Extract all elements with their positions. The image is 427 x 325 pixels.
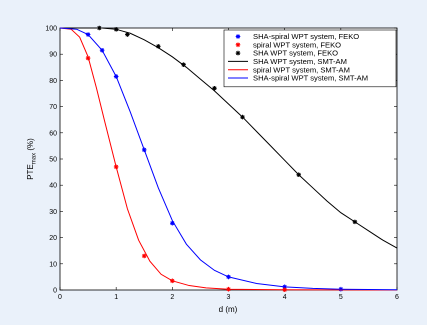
legend-label: SHA WPT system, FEKO <box>253 49 338 58</box>
y-tick-label: 100 <box>45 26 57 33</box>
y-tick-label: 0 <box>53 288 57 295</box>
x-tick-label: 6 <box>395 294 399 301</box>
y-tick-label: 80 <box>49 78 57 85</box>
x-tick-label: 0 <box>58 294 62 301</box>
data-point-marker <box>125 32 130 37</box>
y-axis-label-main: PTE <box>26 164 35 180</box>
data-point-marker <box>141 253 147 259</box>
series-6 <box>59 27 398 291</box>
legend-item: SHA WPT system, FEKO <box>235 49 338 58</box>
y-tick-label: 60 <box>49 130 57 137</box>
y-axis-label-sub: max <box>32 153 38 164</box>
legend-marker-swatch <box>235 34 241 39</box>
legend-marker-swatch <box>235 42 241 48</box>
x-tick-label: 5 <box>339 294 343 301</box>
legend-box <box>223 29 397 88</box>
legend-marker-swatch <box>235 50 241 56</box>
legend-item: SHA WPT system, SMT-AM <box>228 57 347 66</box>
legend-label: SHA-spiral WPT system, SMT-AM <box>253 74 368 83</box>
y-tick-label: 90 <box>49 52 57 59</box>
legend-label: SHA-spiral WPT system, FEKO <box>253 32 359 41</box>
y-axis-label-unit: (%) <box>26 138 35 153</box>
legend-item: SHA-spiral WPT system, SMT-AM <box>228 74 368 83</box>
legend-item: spiral WPT system, FEKO <box>235 40 341 49</box>
legend-label: spiral WPT system, FEKO <box>253 40 341 49</box>
x-tick-label: 1 <box>114 294 118 301</box>
x-tick-label: 2 <box>170 294 174 301</box>
x-tick-label: 3 <box>227 294 231 301</box>
y-tick-label: 50 <box>49 157 57 164</box>
series-line <box>59 27 398 291</box>
series-line <box>60 27 398 249</box>
x-tick-label: 4 <box>283 294 287 301</box>
y-tick-label: 70 <box>49 104 57 111</box>
legend-label: SHA WPT system, SMT-AM <box>253 57 347 66</box>
data-point-marker <box>212 85 217 91</box>
series-4 <box>60 27 398 249</box>
data-point-marker <box>155 44 161 49</box>
x-axis-label: d (m) <box>219 305 238 314</box>
y-tick-label: 30 <box>49 209 57 216</box>
y-tick-label: 40 <box>49 183 57 190</box>
legend-item: spiral WPT system, SMT-AM <box>228 65 350 74</box>
legend-label: spiral WPT system, SMT-AM <box>253 65 350 74</box>
data-point-marker <box>170 220 175 226</box>
series-5 <box>59 27 398 291</box>
legend-item: SHA-spiral WPT system, FEKO <box>235 32 359 41</box>
y-tick-label: 20 <box>49 235 57 242</box>
y-tick-label: 10 <box>49 261 57 268</box>
series-line <box>59 27 398 291</box>
y-axis-label: PTEmax (%) <box>26 138 38 180</box>
